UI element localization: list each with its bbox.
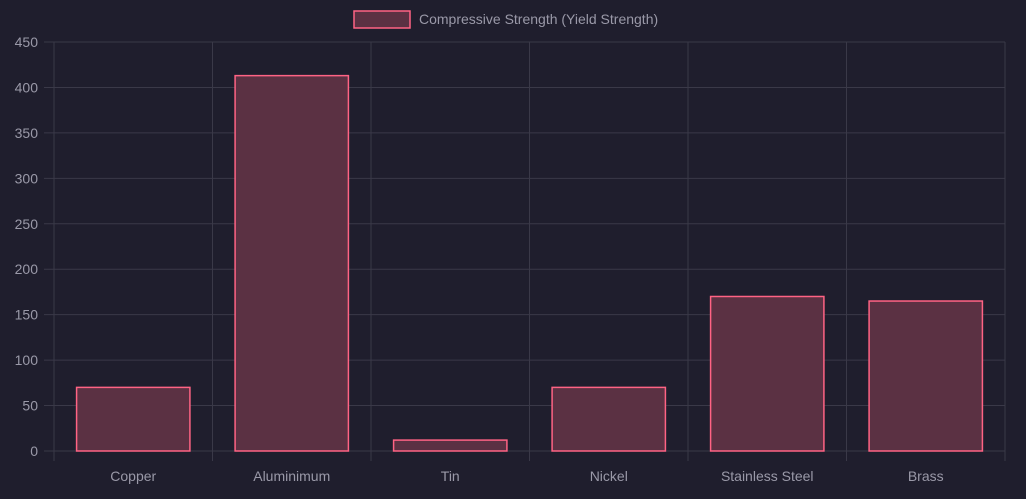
x-tick-label: Copper (110, 468, 156, 484)
bar[interactable] (868, 300, 984, 452)
x-axis: Copper Aluminimum Tin Nickel Stainless Steel… (110, 468, 943, 484)
x-tick-label: Stainless Steel (721, 468, 814, 484)
y-tick-label: 150 (15, 307, 39, 323)
bars-layer (75, 74, 984, 452)
x-tick-label: Brass (908, 468, 944, 484)
y-tick-label: 250 (15, 216, 39, 232)
legend-swatch[interactable] (353, 10, 411, 29)
x-tick-label: Tin (441, 468, 460, 484)
y-tick-label: 450 (15, 34, 39, 50)
y-tick-label: 350 (15, 125, 39, 141)
bar[interactable] (551, 386, 667, 452)
x-tick-label: Nickel (590, 468, 628, 484)
legend-label[interactable]: Compressive Strength (Yield Strength) (419, 11, 658, 27)
bar[interactable] (709, 295, 825, 452)
x-tick-label: Aluminimum (253, 468, 330, 484)
bar[interactable] (75, 386, 191, 452)
y-tick-label: 300 (15, 170, 39, 186)
y-tick-label: 200 (15, 261, 39, 277)
y-tick-label: 100 (15, 352, 39, 368)
y-tick-label: 50 (22, 398, 38, 414)
bar[interactable] (234, 74, 350, 452)
y-tick-label: 400 (15, 79, 39, 95)
grid-layer (44, 41, 1006, 461)
bar[interactable] (392, 439, 508, 452)
y-axis: 0 50 100 150 200 250 300 350 400 450 (15, 34, 39, 459)
legend[interactable]: Compressive Strength (Yield Strength) (353, 10, 658, 29)
y-tick-label: 0 (30, 443, 38, 459)
